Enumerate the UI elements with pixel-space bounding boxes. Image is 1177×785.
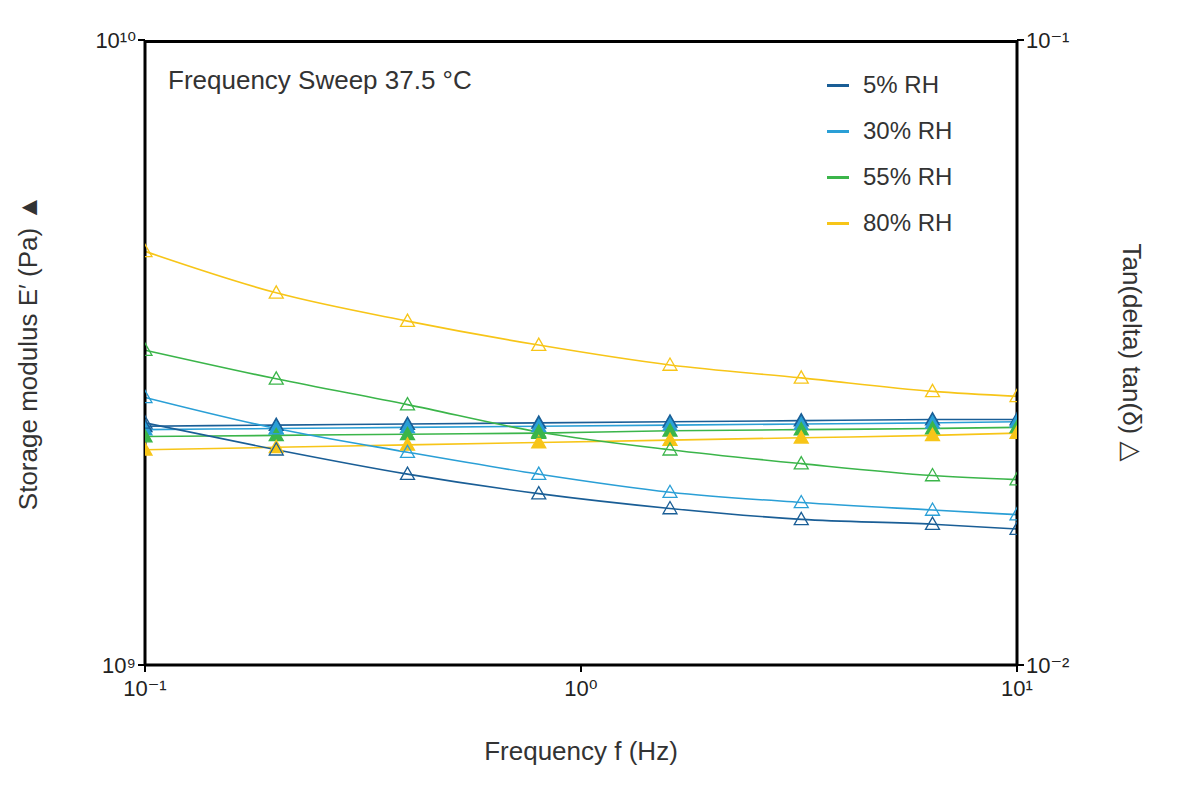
svg-text:Tan(delta) tan(δ) △: Tan(delta) tan(δ) △ bbox=[1117, 244, 1147, 462]
svg-text:10⁹: 10⁹ bbox=[102, 653, 136, 678]
html-text:80% RH: 80% RH bbox=[863, 209, 953, 236]
svg-text:10⁰: 10⁰ bbox=[564, 676, 597, 701]
svg-text:10¹⁰: 10¹⁰ bbox=[95, 28, 136, 53]
svg-text:Storage modulus E′ (Pa) ▲: Storage modulus E′ (Pa) ▲ bbox=[13, 195, 43, 510]
html-text:55% RH: 55% RH bbox=[863, 163, 953, 190]
html-text:Frequency Sweep 37.5 °C: Frequency Sweep 37.5 °C bbox=[168, 65, 472, 95]
html-text:5% RH: 5% RH bbox=[863, 71, 939, 98]
html-text:30% RH: 30% RH bbox=[863, 117, 953, 144]
svg-text:Frequency f (Hz): Frequency f (Hz) bbox=[484, 736, 678, 766]
svg-text:10⁻¹: 10⁻¹ bbox=[123, 676, 166, 701]
svg-text:10⁻²: 10⁻² bbox=[1026, 653, 1069, 678]
svg-text:10⁻¹: 10⁻¹ bbox=[1026, 28, 1069, 53]
svg-text:10¹: 10¹ bbox=[1001, 676, 1033, 701]
